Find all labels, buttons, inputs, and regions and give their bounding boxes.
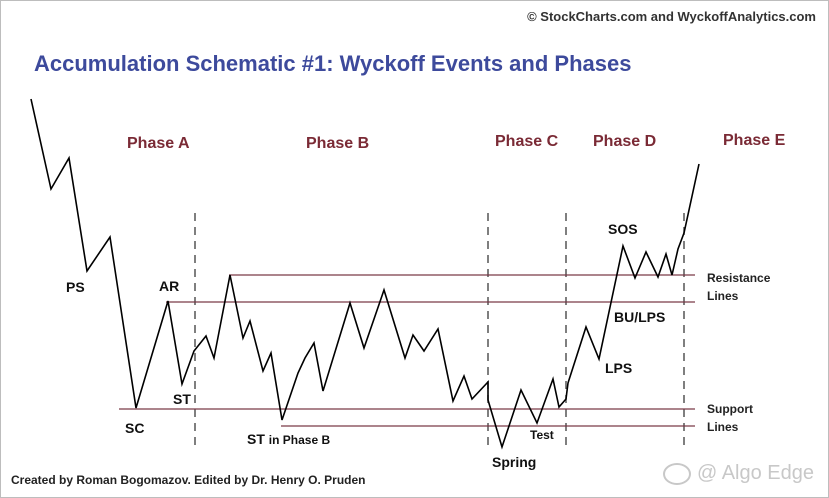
- copyright-notice: © StockCharts.com and WyckoffAnalytics.c…: [527, 9, 816, 24]
- event-st-phase-b-suffix: in Phase B: [268, 433, 331, 447]
- event-bu-lps: BU/LPS: [614, 309, 666, 325]
- resistance-label-line1: Resistance: [707, 271, 771, 285]
- event-ar: AR: [159, 278, 180, 294]
- support-lines-label: Support Lines: [707, 400, 753, 436]
- phase-b-label: Phase B: [306, 135, 370, 152]
- diagram-title: Accumulation Schematic #1: Wyckoff Event…: [34, 51, 632, 76]
- price-path: [30, 98, 700, 450]
- phase-d-label: Phase D: [593, 133, 657, 150]
- watermark-logo-icon: [662, 462, 691, 485]
- support-label-line1: Support: [707, 402, 753, 416]
- watermark-text: @ Algo Edge: [696, 462, 814, 484]
- event-sc: SC: [125, 420, 145, 436]
- credit-line: Created by Roman Bogomazov. Edited by Dr…: [11, 473, 366, 487]
- event-lps: LPS: [605, 360, 633, 376]
- watermark: @ Algo Edge: [662, 462, 814, 485]
- event-ps: PS: [66, 279, 85, 295]
- resistance-label-line2: Lines: [707, 289, 739, 303]
- event-test: Test: [530, 428, 554, 442]
- phase-a-label: Phase A: [127, 135, 190, 152]
- event-sos: SOS: [608, 221, 638, 237]
- event-spring: Spring: [492, 454, 537, 470]
- resistance-lines-label: Resistance Lines: [707, 269, 770, 305]
- support-label-line2: Lines: [707, 420, 739, 434]
- phase-e-label: Phase E: [723, 132, 786, 149]
- event-st: ST: [173, 391, 191, 407]
- event-st-phase-b: ST in Phase B: [247, 431, 330, 447]
- event-st-phase-b-label: ST: [247, 431, 265, 447]
- phase-c-label: Phase C: [495, 133, 559, 150]
